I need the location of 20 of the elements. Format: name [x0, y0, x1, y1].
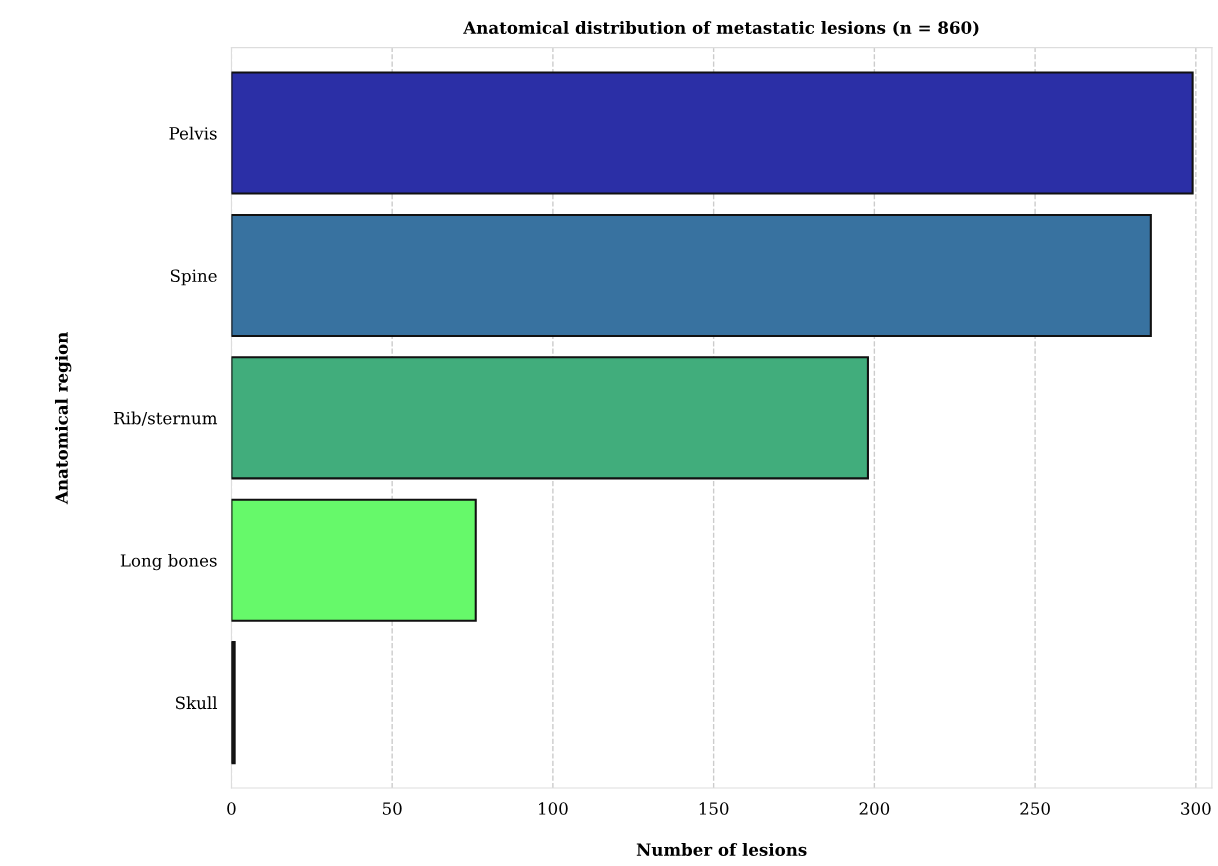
chart-title: Anatomical distribution of metastatic lesions (n = 860) — [463, 21, 979, 37]
bar — [231, 641, 236, 765]
y-axis-title: Anatomical region — [54, 332, 72, 505]
x-tick-label: 300 — [1181, 802, 1211, 815]
bar — [231, 71, 1194, 195]
y-tick-label: Pelvis — [169, 126, 217, 140]
x-tick-label: 150 — [699, 802, 729, 815]
y-tick-label: Long bones — [120, 553, 217, 571]
x-axis-title: Number of lesions — [636, 843, 807, 856]
y-tick-label: Rib/sternum — [113, 411, 218, 426]
bar — [231, 356, 869, 480]
y-tick-label: Spine — [170, 269, 217, 286]
x-tick-label: 200 — [859, 802, 890, 815]
bar — [231, 498, 477, 622]
bar — [231, 213, 1152, 338]
x-tick-label: 100 — [539, 802, 568, 815]
x-tick-label: 50 — [382, 802, 402, 815]
y-tick-label: Skull — [176, 696, 218, 710]
x-tick-label: 0 — [227, 802, 236, 815]
x-tick-label: 250 — [1020, 802, 1050, 815]
